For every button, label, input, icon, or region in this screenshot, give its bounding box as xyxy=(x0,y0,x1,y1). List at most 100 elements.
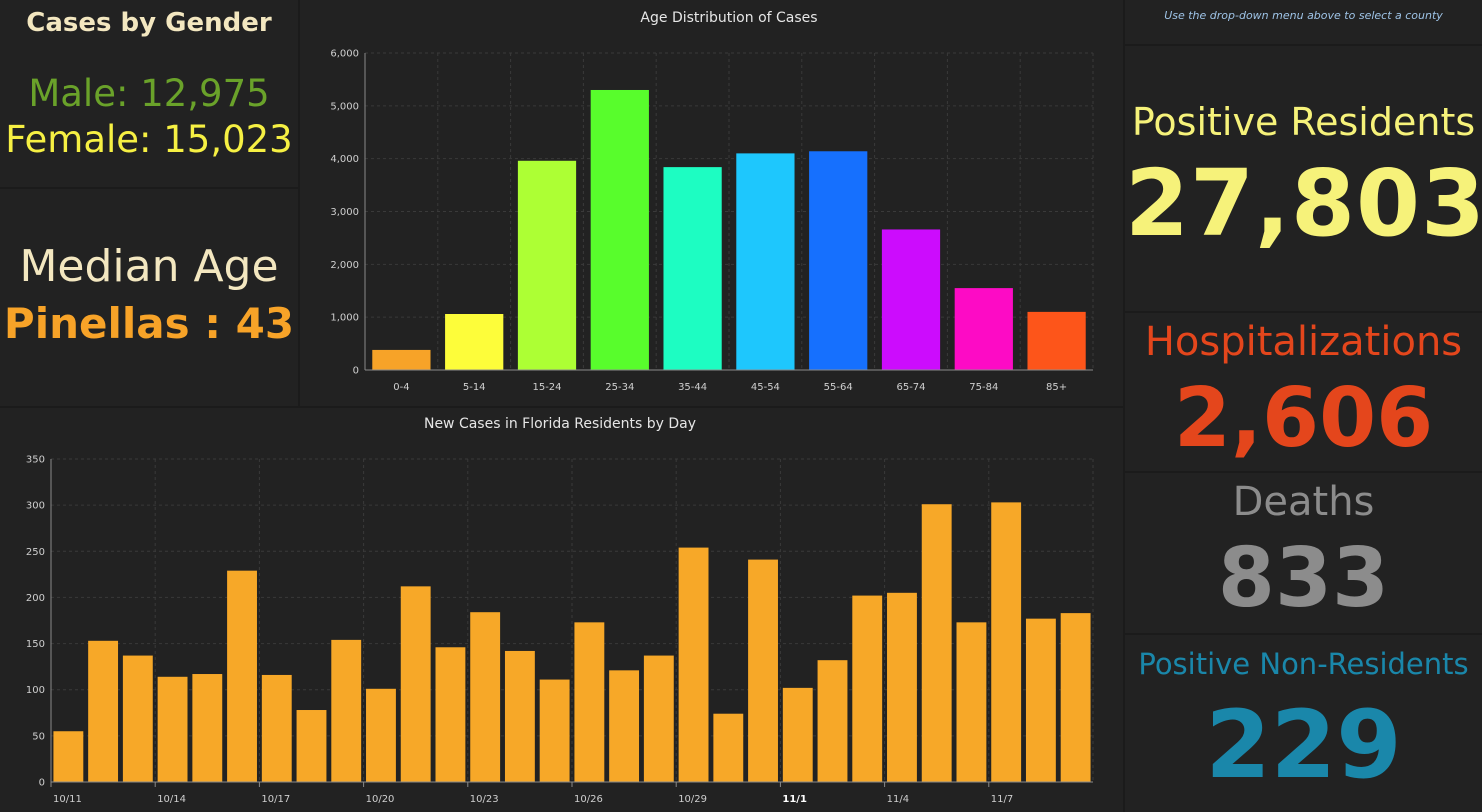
bar-10/28 xyxy=(643,655,674,782)
hospitalizations-panel: Hospitalizations 2,606 xyxy=(1125,313,1482,471)
x-tick-label: 10/11 xyxy=(53,794,82,805)
bar-11/8 xyxy=(1025,618,1056,782)
female-count: Female: 15,023 xyxy=(5,118,293,161)
y-tick-label: 0 xyxy=(39,778,45,789)
bar-85+ xyxy=(1027,311,1086,370)
y-tick-label: 300 xyxy=(26,501,45,512)
age-distribution-panel: Age Distribution of Cases 0 1,000 2,000 3,00… xyxy=(300,0,1123,406)
positive-non-residents-label: Positive Non-Residents xyxy=(1138,647,1469,681)
bar-10/31 xyxy=(748,559,778,782)
bar-11/9 xyxy=(1060,613,1091,782)
bar-10/11 xyxy=(53,731,84,782)
y-tick-label: 350 xyxy=(26,455,45,466)
x-tick-label: 25-34 xyxy=(605,382,634,393)
x-tick-label: 85+ xyxy=(1046,382,1067,393)
x-tick-label: 10/29 xyxy=(678,794,707,805)
chart-title: Age Distribution of Cases xyxy=(640,10,817,26)
x-tick-label: 10/17 xyxy=(261,794,290,805)
x-tick-label: 11/4 xyxy=(887,794,909,805)
bar-65-74 xyxy=(881,229,941,370)
bar-10/20 xyxy=(366,688,396,782)
bar-10/23 xyxy=(470,612,501,782)
bar-10/14 xyxy=(157,676,188,782)
bar-11/1 xyxy=(782,687,813,782)
deaths-label: Deaths xyxy=(1232,479,1375,525)
age-distribution-chart: Age Distribution of Cases 0 1,000 2,000 3,00… xyxy=(330,10,1094,393)
y-tick-label: 150 xyxy=(26,639,45,650)
y-tick-label: 50 xyxy=(32,731,45,742)
hospitalizations-value: 2,606 xyxy=(1173,371,1434,466)
hospitalizations-label: Hospitalizations xyxy=(1144,319,1463,365)
county-hint-panel: Use the drop-down menu above to select a… xyxy=(1125,0,1482,44)
positive-non-residents-panel: Positive Non-Residents 229 xyxy=(1125,635,1482,812)
bar-10/16 xyxy=(227,570,257,782)
bar-45-54 xyxy=(736,153,795,370)
bar-10/27 xyxy=(609,670,640,782)
bar-10/17 xyxy=(261,674,292,782)
y-tick-label: 3,000 xyxy=(330,207,359,218)
bar-11/2 xyxy=(817,660,848,782)
y-tick-label: 100 xyxy=(26,685,45,696)
bar-10/30 xyxy=(713,713,744,782)
daily-cases-chart: New Cases in Florida Residents by Day 0 50… xyxy=(26,416,1094,805)
x-tick-label: 10/26 xyxy=(574,794,603,805)
x-tick-label: 11/1 xyxy=(782,794,807,805)
bar-10/24 xyxy=(504,650,535,782)
x-tick-label: 10/20 xyxy=(366,794,395,805)
x-tick-label: 15-24 xyxy=(532,382,561,393)
bar-11/7 xyxy=(991,502,1022,782)
x-tick-label: 10/14 xyxy=(157,794,186,805)
bar-10/13 xyxy=(122,655,153,782)
y-tick-label: 1,000 xyxy=(330,313,359,324)
bar-10/29 xyxy=(678,547,709,782)
y-tick-label: 0 xyxy=(353,366,359,377)
deaths-value: 833 xyxy=(1217,531,1390,626)
bar-35-44 xyxy=(663,167,722,370)
deaths-panel: Deaths 833 xyxy=(1125,473,1482,633)
x-tick-label: 45-54 xyxy=(751,382,780,393)
male-count: Male: 12,975 xyxy=(28,72,270,115)
bar-5-14 xyxy=(445,313,504,370)
positive-residents-label: Positive Residents xyxy=(1131,100,1476,144)
bar-10/12 xyxy=(88,640,119,782)
x-tick-label: 55-64 xyxy=(824,382,853,393)
gender-panel: Cases by Gender Male: 12,975 Female: 15,… xyxy=(0,0,298,187)
bar-11/6 xyxy=(956,622,987,782)
y-tick-label: 250 xyxy=(26,547,45,558)
bar-10/19 xyxy=(331,639,362,782)
bar-10/26 xyxy=(574,622,605,782)
y-tick-label: 6,000 xyxy=(330,49,359,60)
x-tick-label: 5-14 xyxy=(463,382,486,393)
bar-11/4 xyxy=(887,592,917,782)
positive-non-residents-value: 229 xyxy=(1205,691,1402,800)
x-tick-label: 35-44 xyxy=(678,382,707,393)
county-hint-text: Use the drop-down menu above to select a… xyxy=(1164,9,1443,22)
positive-residents-panel: Positive Residents 27,803 xyxy=(1125,46,1482,311)
bar-11/5 xyxy=(921,504,952,782)
median-age-panel: Median Age Pinellas : 43 xyxy=(0,189,298,406)
bar-15-24 xyxy=(517,160,577,370)
bar-0-4 xyxy=(372,349,431,370)
gender-title: Cases by Gender xyxy=(26,8,272,38)
chart-title: New Cases in Florida Residents by Day xyxy=(424,416,696,432)
x-tick-label: 75-84 xyxy=(969,382,998,393)
bar-11/3 xyxy=(852,595,883,782)
y-tick-label: 200 xyxy=(26,593,45,604)
x-tick-label: 10/23 xyxy=(470,794,499,805)
y-tick-label: 5,000 xyxy=(330,101,359,112)
bar-55-64 xyxy=(809,151,868,370)
bar-10/18 xyxy=(296,710,327,782)
x-tick-label: 65-74 xyxy=(896,382,925,393)
bar-10/25 xyxy=(539,679,570,782)
median-age-value: Pinellas : 43 xyxy=(3,299,295,348)
bar-10/22 xyxy=(435,647,466,782)
median-age-title: Median Age xyxy=(19,241,279,292)
x-tick-label: 0-4 xyxy=(393,382,409,393)
bar-10/21 xyxy=(400,586,431,782)
bar-10/15 xyxy=(192,674,223,782)
x-tick-label: 11/7 xyxy=(991,794,1013,805)
y-tick-label: 4,000 xyxy=(330,154,359,165)
positive-residents-value: 27,803 xyxy=(1125,150,1482,257)
y-tick-label: 2,000 xyxy=(330,260,359,271)
daily-cases-panel: New Cases in Florida Residents by Day 0 50… xyxy=(0,408,1123,812)
